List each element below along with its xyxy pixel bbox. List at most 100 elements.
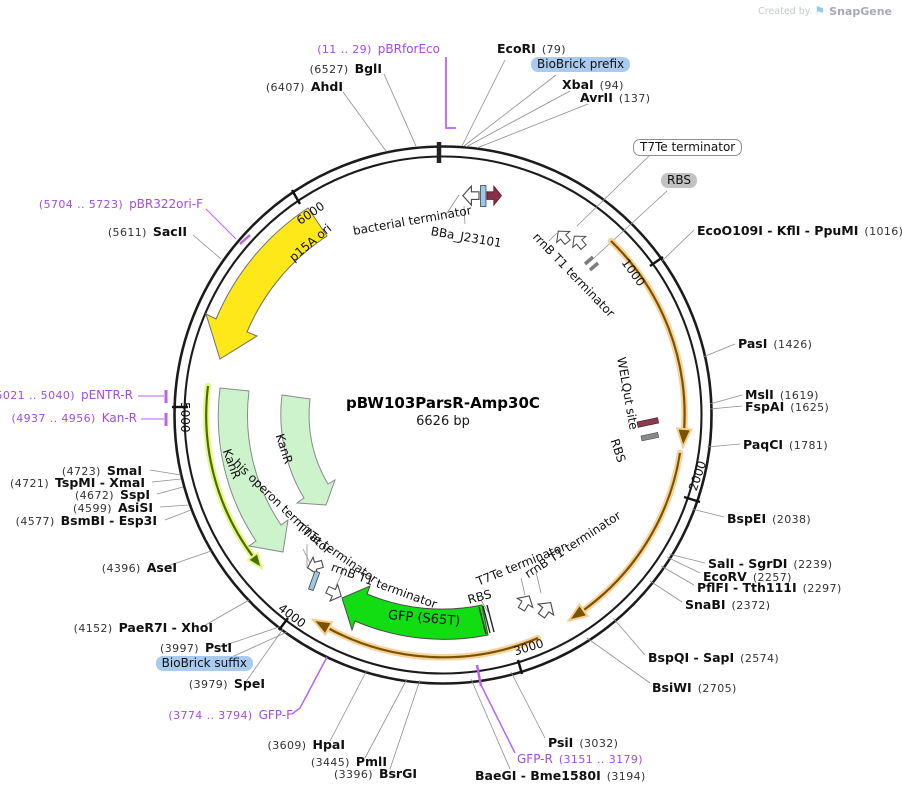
enzyme-position: (4672)	[74, 489, 114, 502]
enzyme-position: (137)	[618, 92, 651, 105]
snapgene-flag-icon: ⚑	[814, 4, 826, 18]
enzyme-position: (4152)	[73, 622, 113, 635]
primer-label-gfp-f[interactable]: (3774 .. 3794) GFP-F	[168, 708, 293, 722]
enzyme-label-bsmbi[interactable]: (4577) BsmBI - Esp3I	[16, 513, 157, 528]
rbs-hatch-icon	[478, 604, 495, 635]
enzyme-label-tspmi[interactable]: (4721) TspMI - XmaI	[10, 475, 145, 490]
kanr-arrow-inner[interactable]	[280, 394, 336, 506]
enzyme-name: PasI	[738, 336, 768, 351]
enzyme-label-asei[interactable]: (4396) AseI	[102, 560, 177, 575]
enzyme-label-hpai[interactable]: (3609) HpaI	[268, 737, 345, 752]
enzyme-position: (3609)	[267, 739, 307, 752]
enzyme-name: AvrII	[580, 90, 613, 105]
primer-label-kan-r[interactable]: (4937 .. 4956) Kan-R	[12, 411, 137, 425]
enzyme-label-sspi[interactable]: (4672) SspI	[75, 487, 150, 502]
enzyme-label-asisi[interactable]: (4599) AsiSI	[73, 500, 153, 515]
enzyme-label-xbai[interactable]: XbaI (94)	[562, 77, 624, 92]
enzyme-position: (3396)	[333, 768, 373, 781]
primer-label-pbrforeco[interactable]: (11 .. 29) pBRforEco	[317, 42, 440, 56]
enzyme-label-msli[interactable]: MslI (1619)	[745, 387, 819, 402]
enzyme-label-psti[interactable]: (3997) PstI	[160, 640, 232, 655]
primer-label-pbr322ori-f[interactable]: (5704 .. 5723) pBR322ori-F	[39, 197, 203, 211]
enzyme-label-bsiwi[interactable]: BsiWI (2705)	[652, 680, 737, 695]
t7te-terminator-badge[interactable]: T7Te terminator	[633, 139, 743, 156]
rbs-icon[interactable]	[640, 432, 660, 442]
bba-j23101-promoter-icon[interactable]	[486, 185, 502, 206]
enzyme-name: AhdI	[310, 79, 343, 94]
enzyme-label-sali[interactable]: SalI - SgrDI (2239)	[708, 556, 832, 571]
biobrick-prefix-badge[interactable]: BioBrick prefix	[531, 57, 631, 72]
enzyme-position: (3979)	[188, 678, 228, 691]
enzyme-label-paer7i[interactable]: (4152) PaeR7I - XhoI	[74, 620, 213, 635]
primer-name: GFP-F	[258, 708, 293, 722]
kanr-arrow-outer[interactable]	[217, 387, 289, 553]
primer-label-gfp-r[interactable]: GFP-R (3151 .. 3179)	[517, 752, 643, 766]
rrnb-t1-terminator-icon[interactable]	[551, 225, 575, 249]
enzyme-position: (1426)	[773, 338, 813, 351]
enzyme-label-fspai[interactable]: FspAI (1625)	[745, 399, 829, 414]
enzyme-position: (1781)	[789, 439, 829, 452]
enzyme-label-pmli[interactable]: (3445) PmlI	[311, 754, 387, 769]
enzyme-connector-lines	[149, 59, 743, 770]
enzyme-position: (2038)	[772, 513, 812, 526]
enzyme-label-ecorv[interactable]: EcoRV (2257)	[703, 569, 792, 584]
enzyme-position: (2574)	[740, 652, 780, 665]
rbs-bar-icon[interactable]	[480, 185, 487, 207]
tick-label-5000: 5000	[178, 402, 192, 433]
rbs-badge[interactable]: RBS	[661, 173, 697, 188]
enzyme-label-baegi[interactable]: BaeGI - Bme1580I (3194)	[475, 768, 646, 783]
enzyme-label-smai[interactable]: (4723) SmaI	[62, 463, 142, 478]
primer-name: pBRforEco	[377, 42, 440, 56]
plasmid-backbone	[173, 145, 713, 685]
rrnb-t1-terminator-icon[interactable]	[533, 596, 560, 622]
p15a-ori-arrow[interactable]	[205, 207, 328, 360]
enzyme-name: PaqCI	[743, 437, 784, 452]
enzyme-label-ecoo109i[interactable]: EcoO109I - KflI - PpuMI (1016)	[697, 223, 902, 238]
enzyme-label-sacii[interactable]: (5611) SacII	[108, 224, 187, 239]
enzyme-name: SspI	[119, 487, 150, 502]
enzyme-label-psii[interactable]: PsiI (3032)	[548, 735, 618, 750]
operon-arcs[interactable]	[202, 237, 693, 661]
rbs-icon[interactable]	[583, 255, 600, 272]
enzyme-label-paqci[interactable]: PaqCI (1781)	[743, 437, 828, 452]
enzyme-name: HpaI	[312, 737, 346, 752]
enzyme-name: SnaBI	[685, 597, 726, 612]
enzyme-name: SalI - SgrDI	[708, 556, 788, 571]
enzyme-label-pflfi[interactable]: PflFI - Tth111I (2297)	[697, 580, 842, 595]
enzyme-position: (6527)	[309, 63, 349, 76]
enzyme-name: PflFI - Tth111I	[697, 580, 797, 595]
rbs-bar-icon[interactable]	[307, 570, 321, 592]
rrnb-t1-terminator-icon[interactable]	[567, 230, 591, 254]
enzyme-name: AseI	[146, 560, 177, 575]
feature-icons	[304, 185, 660, 622]
enzyme-label-spei[interactable]: (3979) SpeI	[189, 676, 265, 691]
primer-name: Kan-R	[101, 411, 137, 425]
primer-marks	[138, 57, 516, 754]
enzyme-label-bgli[interactable]: (6527) BglI	[310, 61, 382, 76]
enzyme-label-avrii[interactable]: AvrII (137)	[580, 90, 650, 105]
enzyme-label-pasi[interactable]: PasI (1426)	[738, 336, 812, 351]
enzyme-name: BspEI	[727, 511, 767, 526]
primer-range: (5021 .. 5040)	[0, 389, 75, 402]
primer-range: (3774 .. 3794)	[168, 709, 253, 722]
enzyme-name: EcoO109I - KflI - PpuMI	[697, 223, 859, 238]
biobrick-suffix-badge[interactable]: BioBrick suffix	[155, 656, 253, 671]
enzyme-position: (2705)	[697, 682, 737, 695]
enzyme-label-ahdi[interactable]: (6407) AhdI	[266, 79, 343, 94]
gfp-arrow[interactable]	[341, 585, 495, 640]
enzyme-name: BglI	[354, 61, 382, 76]
welqut-site-icon[interactable]	[636, 417, 660, 428]
enzyme-name: EcoRI	[497, 41, 536, 56]
primer-range: (5704 .. 5723)	[38, 198, 124, 211]
primer-name: GFP-R	[517, 752, 553, 766]
enzyme-label-snabi[interactable]: SnaBI (2372)	[685, 597, 771, 612]
enzyme-position: (4723)	[61, 465, 101, 478]
primer-label-pentr-r[interactable]: (5021 .. 5040) pENTR-R	[0, 388, 133, 402]
bacterial-terminator-icon[interactable]	[462, 185, 480, 206]
rrnb-t1-terminator-icon[interactable]	[322, 581, 346, 605]
enzyme-label-bsrgi[interactable]: (3396) BsrGI	[334, 766, 417, 781]
enzyme-label-bspqi[interactable]: BspQI - SapI (2574)	[648, 650, 779, 665]
enzyme-label-bspei[interactable]: BspEI (2038)	[727, 511, 811, 526]
enzyme-label-ecori[interactable]: EcoRI (79)	[497, 41, 566, 56]
